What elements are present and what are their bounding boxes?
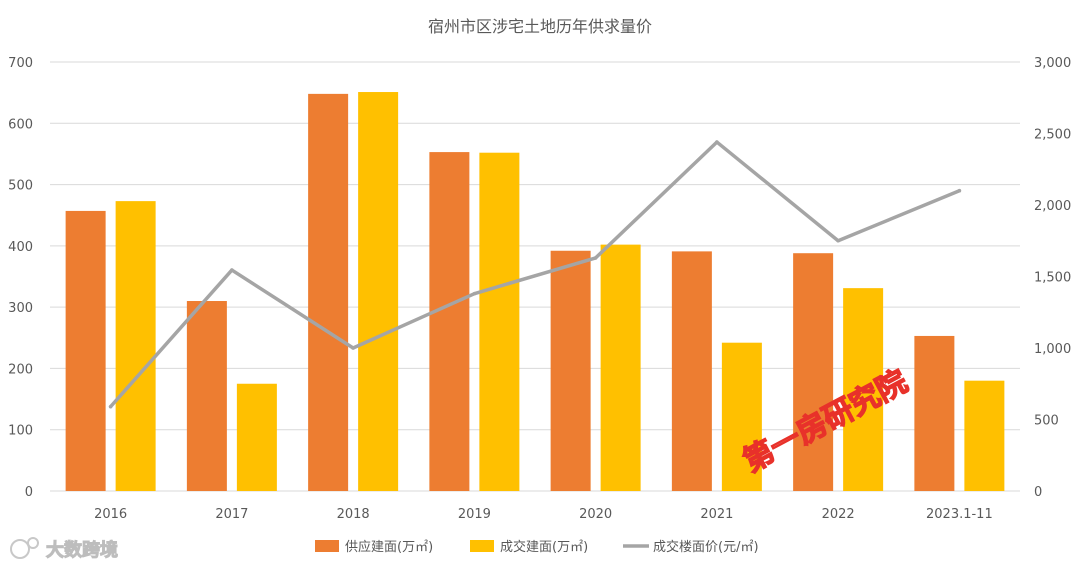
left-tick-label: 200 [8,362,33,377]
line-layer [108,140,962,409]
bar-supply-5 [671,251,712,491]
left-tick-label: 700 [8,56,33,71]
right-tick-label: 2,500 [1034,128,1071,143]
price-point-5 [715,140,719,144]
bar-deal-7 [964,380,1005,491]
bar-deal-0 [115,201,156,491]
price-point-3 [472,291,477,296]
logo-icon [10,539,30,559]
bar-deal-1 [236,383,277,491]
right-tick-label: 500 [1034,414,1059,429]
price-point-7 [957,188,962,193]
price-point-6 [836,238,840,243]
left-tick-label: 500 [8,179,33,194]
bars-layer [65,92,1005,492]
bar-supply-6 [793,253,834,491]
bar-deal-3 [479,152,520,491]
bar-deal-5 [721,342,762,491]
x-tick-label: 2018 [337,507,370,522]
legend-label-2: 成交楼面价(元/㎡) [653,539,759,555]
bar-supply-1 [186,301,227,491]
x-axis-ticks: 2016 2017 2018 2019 2020 2021 2022 2023.1-11 [94,507,993,522]
x-tick-label: 2017 [215,507,248,522]
bar-deal-6 [843,288,884,491]
price-point-0 [108,404,113,409]
right-tick-label: 3,000 [1034,56,1071,71]
price-line [108,140,962,409]
right-axis-ticks: 0 500 1,000 1,500 2,000 2,500 3,000 [1034,56,1071,500]
bar-supply-0 [65,210,106,491]
x-tick-label: 2020 [579,507,612,522]
legend-label-0: 供应建面(万㎡) [345,539,433,555]
right-tick-label: 1,000 [1034,342,1071,357]
x-tick-label: 2019 [458,507,491,522]
legend-swatch-0 [315,540,339,552]
right-tick-label: 2,000 [1034,199,1071,214]
bar-deal-2 [358,92,399,491]
x-tick-label: 2016 [94,507,127,522]
left-tick-label: 600 [8,117,33,132]
x-tick-label: 2022 [822,507,855,522]
logo-text: 大数跨境 [46,539,118,561]
x-tick-label: 2021 [700,507,733,522]
legend: 供应建面(万㎡) 成交建面(万㎡) 成交楼面价(元/㎡) [315,539,759,555]
left-tick-label: 400 [8,240,33,255]
left-tick-label: 300 [8,301,33,316]
left-tick-label: 0 [25,485,33,500]
chart-title: 宿州市区涉宅土地历年供求量价 [428,17,652,36]
bar-supply-7 [914,335,955,491]
price-point-4 [593,256,598,260]
bar-supply-2 [308,93,349,492]
legend-swatch-1 [470,540,494,552]
logo-watermark: 大数跨境 [10,537,119,562]
bar-deal-4 [600,244,641,491]
logo-icon-dot [27,537,39,549]
bar-supply-3 [429,152,470,491]
left-axis-ticks: 0 100 200 300 400 500 600 700 [8,56,33,500]
right-tick-label: 1,500 [1034,271,1071,286]
left-tick-label: 100 [8,424,33,439]
legend-label-1: 成交建面(万㎡) [500,539,588,555]
x-tick-label: 2023.1-11 [926,507,993,522]
right-tick-label: 0 [1034,485,1042,500]
price-point-2 [351,346,355,350]
price-point-1 [230,268,234,272]
bar-supply-4 [550,250,591,491]
